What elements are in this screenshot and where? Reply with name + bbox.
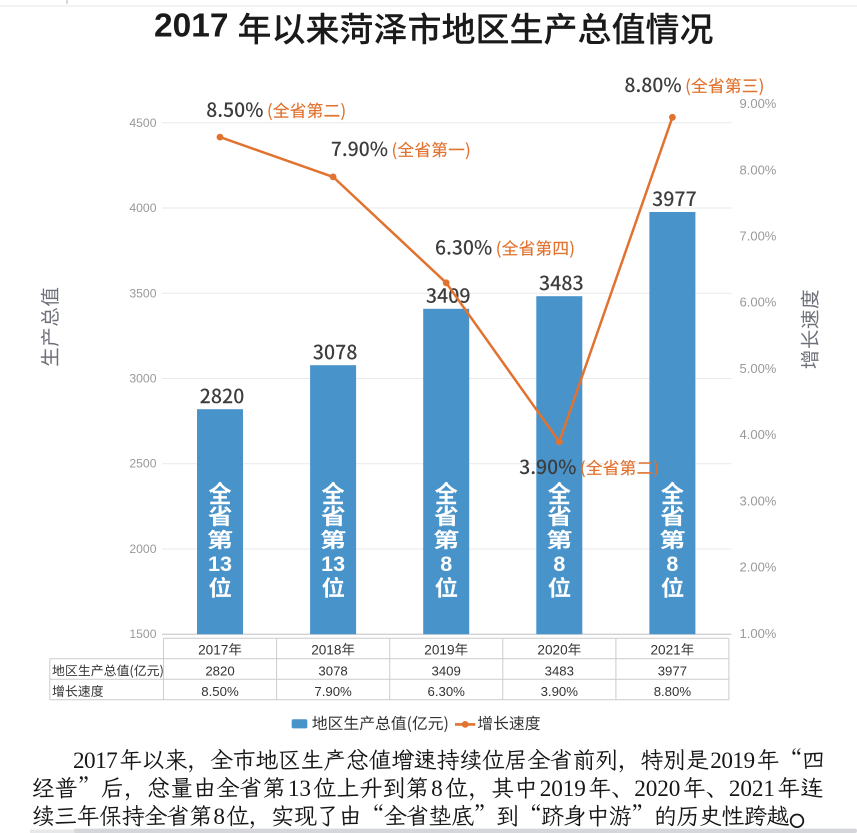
- svg-text:8: 8: [553, 552, 565, 576]
- svg-text:1.00%: 1.00%: [740, 626, 777, 641]
- svg-text:3483: 3483: [545, 663, 574, 678]
- svg-text:3977: 3977: [658, 663, 687, 678]
- svg-text:2021: 2021: [651, 642, 681, 657]
- svg-text:2020: 2020: [537, 642, 568, 657]
- svg-text:1: 1: [763, 776, 775, 802]
- svg-text:1: 1: [288, 776, 300, 802]
- svg-text:4000: 4000: [129, 201, 156, 215]
- svg-text:8: 8: [213, 804, 225, 830]
- svg-text:1: 1: [95, 748, 107, 774]
- svg-text:2000: 2000: [129, 542, 156, 556]
- svg-text:0: 0: [646, 776, 658, 802]
- svg-text:0: 0: [740, 776, 752, 802]
- svg-text:0: 0: [551, 776, 563, 802]
- svg-text:7: 7: [106, 748, 118, 774]
- svg-text:9: 9: [743, 748, 755, 774]
- svg-text:6.00%: 6.00%: [740, 295, 777, 310]
- svg-text:2820: 2820: [205, 663, 234, 678]
- svg-text:9.00%: 9.00%: [740, 96, 777, 111]
- svg-text:6.30%: 6.30%: [427, 684, 465, 699]
- svg-text:2018: 2018: [311, 642, 341, 657]
- svg-text:2: 2: [710, 748, 722, 774]
- svg-text:3500: 3500: [129, 286, 156, 300]
- svg-text:2017: 2017: [198, 642, 228, 657]
- svg-text:8: 8: [431, 776, 443, 802]
- svg-text:4500: 4500: [129, 116, 156, 130]
- svg-text:5.00%: 5.00%: [740, 361, 777, 376]
- svg-text:2.00%: 2.00%: [740, 560, 777, 575]
- svg-text:1: 1: [563, 776, 575, 802]
- svg-text:0: 0: [721, 748, 733, 774]
- svg-text:8: 8: [440, 552, 452, 576]
- svg-text:2: 2: [729, 776, 741, 802]
- svg-text:8.50%: 8.50%: [201, 684, 239, 699]
- svg-text:2500: 2500: [129, 457, 156, 471]
- svg-text:13: 13: [321, 552, 345, 576]
- svg-text:3.90%: 3.90%: [541, 684, 579, 699]
- svg-text:1: 1: [732, 748, 744, 774]
- svg-text:2: 2: [752, 776, 764, 802]
- svg-text:1500: 1500: [129, 627, 156, 641]
- svg-text:8.00%: 8.00%: [740, 162, 777, 177]
- svg-text:0: 0: [84, 748, 96, 774]
- svg-text:2: 2: [73, 748, 85, 774]
- svg-text:2: 2: [657, 776, 669, 802]
- svg-text:2: 2: [540, 776, 552, 802]
- svg-text:2017: 2017: [154, 8, 229, 45]
- svg-text:7.90%: 7.90%: [314, 684, 352, 699]
- svg-text:3: 3: [299, 776, 311, 802]
- svg-text:4.00%: 4.00%: [740, 427, 777, 442]
- svg-text:7.00%: 7.00%: [740, 229, 777, 244]
- svg-text:2: 2: [634, 776, 646, 802]
- svg-text:3078: 3078: [318, 663, 347, 678]
- svg-text:2019: 2019: [424, 642, 454, 657]
- svg-text:8.80%: 8.80%: [654, 684, 692, 699]
- svg-text:9: 9: [574, 776, 586, 802]
- svg-text:3409: 3409: [432, 663, 461, 678]
- svg-text:13: 13: [208, 552, 232, 576]
- svg-text:0: 0: [669, 776, 681, 802]
- svg-text:3.00%: 3.00%: [740, 493, 777, 508]
- svg-text:3000: 3000: [129, 372, 156, 386]
- svg-text:8: 8: [666, 552, 678, 576]
